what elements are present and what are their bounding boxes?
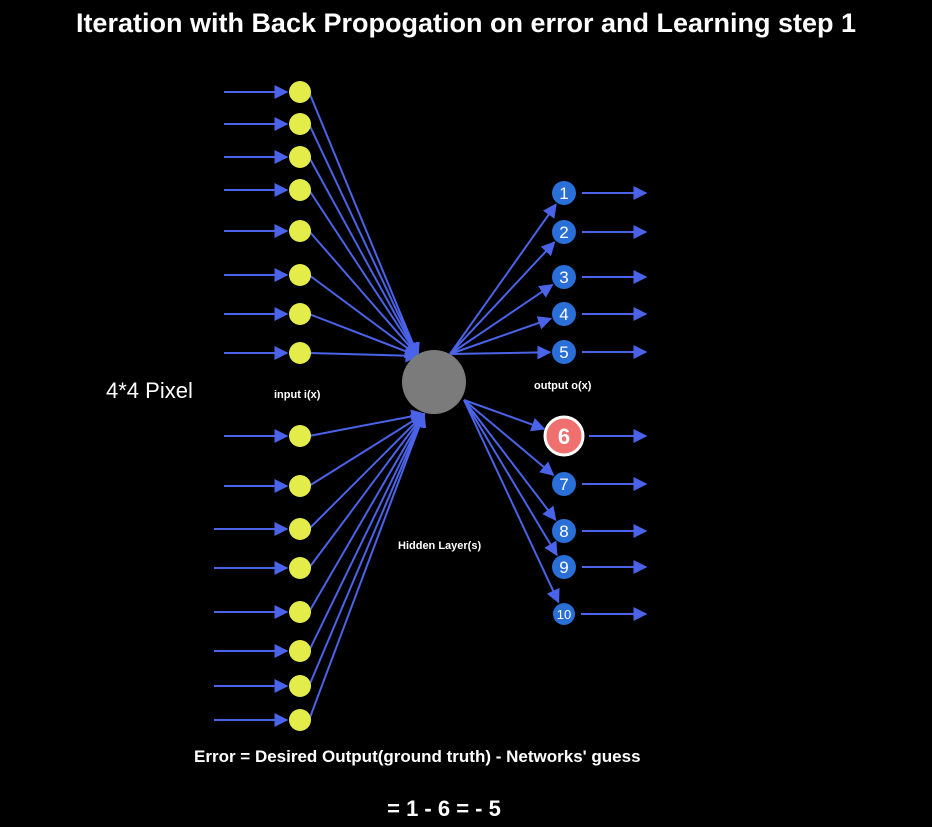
input-node [289, 475, 311, 497]
input-node [289, 557, 311, 579]
output-node-label: 6 [558, 424, 570, 449]
input-node [289, 264, 311, 286]
output-node: 5 [552, 340, 576, 364]
hidden-to-output-edge [463, 399, 557, 521]
input-node [289, 220, 311, 242]
output-node-label: 8 [559, 522, 568, 541]
hidden-to-output-edge [449, 284, 554, 355]
input-to-hidden-edge [308, 412, 427, 721]
output-node: 3 [552, 265, 576, 289]
output-node-circle [552, 472, 576, 496]
pixel-label: 4*4 Pixel [106, 378, 193, 403]
input-node [289, 342, 311, 364]
input-to-hidden-edge [308, 409, 426, 437]
input-to-hidden-edge [308, 91, 420, 358]
input-to-hidden-edge [308, 348, 420, 363]
page-title: Iteration with Back Propogation on error… [76, 8, 856, 38]
input-to-hidden-edge [308, 156, 419, 358]
output-node-circle [552, 220, 576, 244]
input-node [289, 113, 311, 135]
output-node: 4 [552, 302, 576, 326]
input-node [289, 303, 311, 325]
output-node: 7 [552, 472, 576, 496]
input-to-hidden-edge [308, 230, 419, 358]
output-node-circle [552, 265, 576, 289]
output-node-circle [552, 555, 576, 579]
input-to-hidden-edge [308, 413, 425, 530]
output-node-label: 4 [559, 305, 568, 324]
output-node-label: 7 [559, 475, 568, 494]
hidden-to-output-edge [463, 399, 558, 557]
input-to-hidden-edge [308, 412, 425, 569]
output-node-label: 5 [559, 343, 568, 362]
output-node-label: 1 [559, 184, 568, 203]
output-node-label: 10 [557, 607, 571, 622]
output-node-circle [552, 302, 576, 326]
output-node: 9 [552, 555, 576, 579]
hidden-to-output-edge [449, 316, 553, 355]
hidden-to-output-edge [463, 399, 560, 604]
input-to-hidden-edge [308, 313, 420, 359]
output-node-highlighted: 6 [543, 415, 585, 457]
output-node-label: 3 [559, 268, 568, 287]
output-node-label: 9 [559, 558, 568, 577]
output-node-circle [543, 415, 585, 457]
hidden-to-output-edge [449, 345, 552, 360]
hidden-to-output-edge [449, 241, 556, 355]
output-node-circle [553, 603, 575, 625]
input-to-hidden-edge [308, 123, 419, 358]
input-to-hidden-edge [308, 412, 426, 687]
input-node [289, 709, 311, 731]
output-node: 1 [552, 181, 576, 205]
output-node: 10 [553, 603, 575, 625]
input-node [289, 425, 311, 447]
network-edges [308, 91, 560, 721]
input-node [289, 179, 311, 201]
input-to-hidden-edge [308, 412, 425, 613]
input-to-hidden-edge [308, 413, 426, 487]
output-node-circle [552, 340, 576, 364]
hidden-to-output-edge [463, 399, 546, 432]
input-node [289, 81, 311, 103]
input-node [289, 675, 311, 697]
input-layer [289, 81, 311, 731]
hidden-to-output-edge [463, 399, 555, 476]
output-layer: 1 2 3 4 5 6 7 8 9 10 [543, 181, 585, 625]
output-layer-label: output o(x) [534, 380, 592, 392]
input-layer-label: input i(x) [274, 389, 321, 401]
output-arrows [581, 186, 648, 621]
output-node: 8 [552, 519, 576, 543]
input-node [289, 146, 311, 168]
input-to-hidden-edge [308, 412, 425, 652]
input-node [289, 518, 311, 540]
error-formula: Error = Desired Output(ground truth) - N… [194, 747, 641, 766]
hidden-layer-label: Hidden Layer(s) [398, 540, 481, 552]
output-node-label: 2 [559, 223, 568, 242]
hidden-layer-node [402, 350, 466, 414]
input-arrows [214, 85, 289, 727]
output-node-circle [552, 519, 576, 543]
hidden-to-output-edge [449, 203, 557, 355]
error-result: = 1 - 6 = - 5 [387, 796, 501, 821]
input-to-hidden-edge [308, 189, 419, 358]
input-node [289, 640, 311, 662]
output-node: 2 [552, 220, 576, 244]
input-node [289, 601, 311, 623]
input-to-hidden-edge [308, 274, 420, 357]
output-node-circle [552, 181, 576, 205]
